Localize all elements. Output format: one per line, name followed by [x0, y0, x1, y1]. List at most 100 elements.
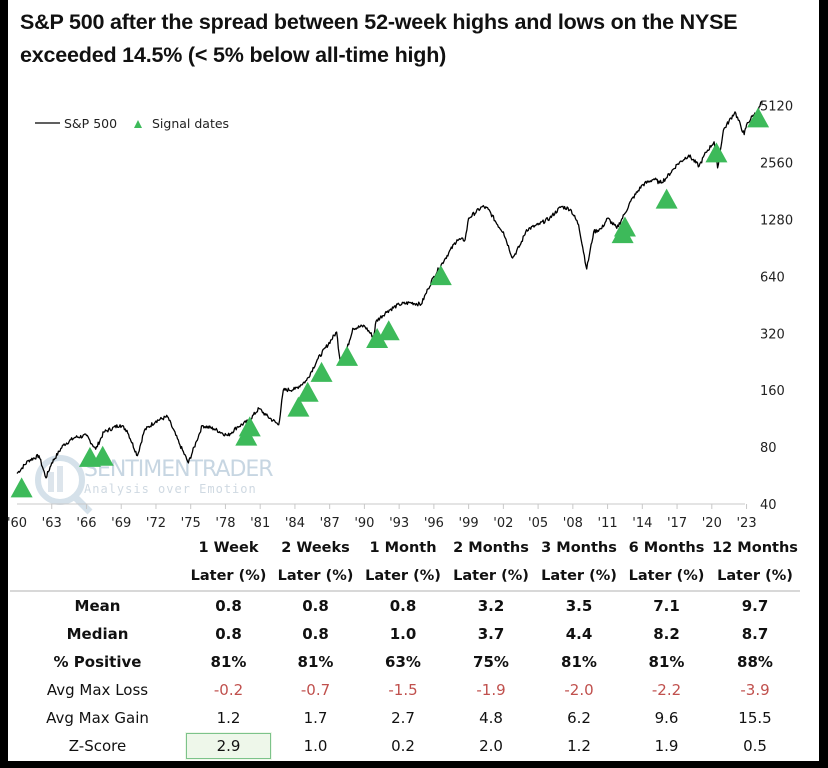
x-tick-label: '17	[667, 516, 687, 530]
x-tick-label: '14	[632, 516, 652, 530]
table-cell: 2.0	[479, 737, 503, 755]
table-cell: 1.9	[654, 737, 679, 755]
header-row-2: Later (%) Later (%) Later (%) Later (%) …	[10, 562, 800, 592]
col-subheader: Later (%)	[623, 562, 710, 592]
col-subheader: Later (%)	[710, 562, 800, 592]
table-cell: 81%	[648, 653, 685, 671]
x-tick-label: '87	[320, 516, 340, 530]
table-row: Z-Score 2.9 1.0 0.2 2.0 1.2 1.9 0.5	[10, 732, 800, 760]
x-tick-label: '72	[146, 516, 166, 530]
row-label: Z-Score	[68, 737, 127, 755]
table-cell: 3.2	[477, 597, 505, 615]
table-cell: 3.7	[477, 625, 505, 643]
row-label: Avg Max Loss	[46, 681, 149, 699]
y-tick-label: 40	[760, 498, 777, 513]
table-cell: 1.0	[389, 625, 417, 643]
x-tick-label: '05	[528, 516, 548, 530]
col-subheader: Later (%)	[272, 562, 359, 592]
x-tick-label: '78	[215, 516, 235, 530]
table-cell: 2.9	[185, 732, 272, 760]
table-cell: 2.7	[391, 709, 415, 727]
col-header: 1 Week	[198, 540, 259, 556]
col-subheader: Later (%)	[535, 562, 623, 592]
x-tick-label: '75	[181, 516, 201, 530]
table-cell: 4.8	[479, 709, 503, 727]
col-subheader: Later (%)	[185, 562, 272, 592]
y-tick-label: 5120	[760, 100, 793, 115]
col-header: 12 Months	[712, 540, 798, 556]
table-cell: -2.2	[651, 681, 682, 699]
y-tick-label: 2560	[760, 157, 793, 172]
y-tick-label: 160	[760, 384, 785, 399]
row-label: Avg Max Gain	[46, 709, 149, 727]
table-cell: 0.8	[389, 597, 417, 615]
table-cell: 8.7	[741, 625, 769, 643]
table-row: Avg Max Loss -0.2 -0.7 -1.5 -1.9 -2.0 -2.2 -3.9	[10, 676, 800, 704]
table-body: Mean 0.8 0.8 0.8 3.2 3.5 7.1 9.7 Median 0.8 0.8 1.0…	[10, 591, 800, 760]
signal-marker	[366, 328, 389, 349]
col-header: 1 Month	[369, 540, 437, 556]
header-corner	[10, 562, 185, 592]
y-tick-label: 320	[760, 327, 785, 342]
signal-marker	[10, 477, 33, 498]
x-tick-label: '93	[389, 516, 409, 530]
y-tick-label: 1280	[760, 214, 793, 229]
row-label: % Positive	[53, 653, 142, 671]
table-row: Median 0.8 0.8 1.0 3.7 4.4 8.2 8.7	[10, 620, 800, 648]
x-tick-label: '99	[459, 516, 479, 530]
header-row-1: 1 Week 2 Weeks 1 Month 2 Months 3 Months…	[10, 534, 800, 562]
col-header: 6 Months	[628, 540, 705, 556]
table-cell: 0.2	[391, 737, 415, 755]
legend-sp500: S&P 500	[64, 116, 117, 131]
table-cell: 6.2	[567, 709, 591, 727]
x-tick-label: '23	[736, 516, 756, 530]
signal-marker	[287, 396, 310, 417]
sp500-chart: SENTIMENTRADER Analysis over Emotion S&P…	[7, 100, 793, 530]
table-cell: -2.0	[564, 681, 594, 699]
table-cell: 0.8	[215, 625, 242, 643]
col-subheader: Later (%)	[447, 562, 535, 592]
table-cell: 3.5	[565, 597, 593, 615]
legend-signal-dates: Signal dates	[152, 116, 229, 131]
forward-returns-table: 1 Week 2 Weeks 1 Month 2 Months 3 Months…	[10, 534, 800, 760]
y-tick-label: 640	[760, 270, 785, 285]
x-tick-label: '02	[493, 516, 513, 530]
table-cell: 9.6	[654, 709, 679, 727]
table-cell: -3.9	[740, 681, 770, 699]
table-row: Mean 0.8 0.8 0.8 3.2 3.5 7.1 9.7	[10, 591, 800, 620]
row-label: Mean	[74, 597, 121, 615]
watermark: SENTIMENTRADER Analysis over Emotion	[35, 455, 274, 515]
x-tick-label: '69	[111, 516, 131, 530]
table-cell: 0.8	[215, 597, 242, 615]
table-row: % Positive 81% 81% 63% 75% 81% 81% 88%	[10, 648, 800, 676]
table-cell: 81%	[561, 653, 597, 671]
x-tick-label: '84	[285, 516, 305, 530]
table-cell: 1.7	[303, 709, 328, 727]
y-tick-label: 80	[760, 441, 777, 456]
x-tick-label: '90	[354, 516, 374, 530]
signal-marker	[91, 445, 114, 466]
x-tick-label: '63	[42, 516, 62, 530]
table-cell: 81%	[297, 653, 334, 671]
signal-marker	[747, 107, 770, 128]
table-row: Avg Max Gain 1.2 1.7 2.7 4.8 6.2 9.6 15.5	[10, 704, 800, 732]
legend: S&P 500 Signal dates	[35, 116, 229, 131]
table-cell: 4.4	[565, 625, 593, 643]
x-tick-label: '60	[7, 516, 27, 530]
legend-triangle-icon	[134, 120, 142, 128]
col-subheader: Later (%)	[359, 562, 447, 592]
signal-marker	[655, 188, 678, 209]
table-cell: -0.2	[213, 681, 244, 699]
table-cell: 0.8	[302, 597, 329, 615]
chart-title: S&P 500 after the spread between 52-week…	[20, 10, 738, 67]
sp500-line	[16, 100, 763, 479]
signal-markers	[10, 107, 770, 498]
table-cell: 1.2	[567, 737, 591, 755]
table-cell: 75%	[473, 653, 509, 671]
signal-marker	[238, 416, 261, 437]
table-cell: 15.5	[738, 709, 772, 727]
watermark-brand: SENTIMENTRADER	[84, 457, 273, 482]
x-tick-label: '96	[424, 516, 444, 530]
col-header: 3 Months	[541, 540, 617, 556]
table-cell: 88%	[737, 653, 773, 671]
